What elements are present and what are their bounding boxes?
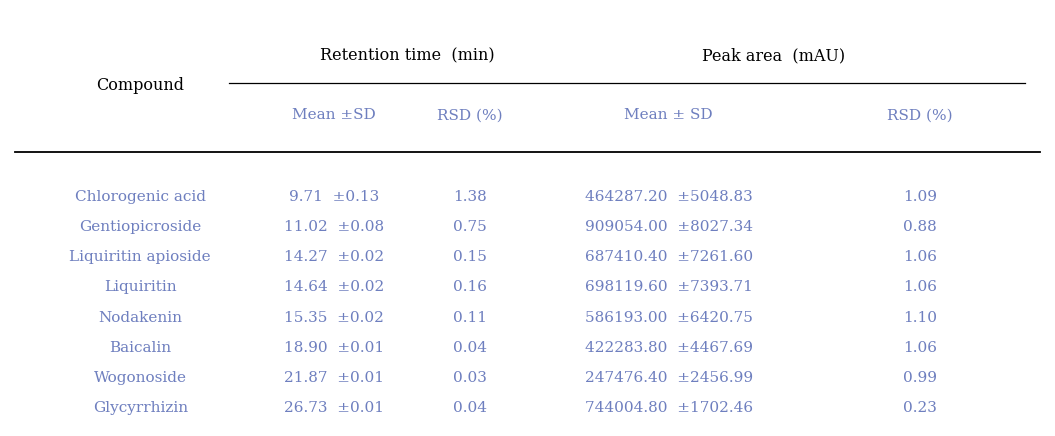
Text: 0.11: 0.11 <box>453 310 487 324</box>
Text: Gentiopicroside: Gentiopicroside <box>79 220 202 234</box>
Text: 909054.00  ±8027.34: 909054.00 ±8027.34 <box>584 220 753 234</box>
Text: 464287.20  ±5048.83: 464287.20 ±5048.83 <box>584 190 752 204</box>
Text: Retention time  (min): Retention time (min) <box>320 47 495 64</box>
Text: RSD (%): RSD (%) <box>887 109 953 123</box>
Text: 1.06: 1.06 <box>903 341 937 355</box>
Text: 0.75: 0.75 <box>453 220 486 234</box>
Text: Peak area  (mAU): Peak area (mAU) <box>702 47 845 64</box>
Text: 26.73  ±0.01: 26.73 ±0.01 <box>284 401 384 415</box>
Text: 14.27  ±0.02: 14.27 ±0.02 <box>284 250 384 264</box>
Text: Baicalin: Baicalin <box>109 341 171 355</box>
Text: 586193.00  ±6420.75: 586193.00 ±6420.75 <box>584 310 752 324</box>
Text: 1.10: 1.10 <box>903 310 937 324</box>
Text: Liquiritin apioside: Liquiritin apioside <box>70 250 211 264</box>
Text: 0.03: 0.03 <box>453 371 486 385</box>
Text: Glycyrrhizin: Glycyrrhizin <box>93 401 188 415</box>
Text: Compound: Compound <box>96 77 185 94</box>
Text: Wogonoside: Wogonoside <box>94 371 187 385</box>
Text: 1.38: 1.38 <box>453 190 486 204</box>
Text: 15.35  ±0.02: 15.35 ±0.02 <box>284 310 384 324</box>
Text: 21.87  ±0.01: 21.87 ±0.01 <box>284 371 384 385</box>
Text: Liquiritin: Liquiritin <box>104 280 176 294</box>
Text: Nodakenin: Nodakenin <box>98 310 183 324</box>
Text: Mean ± SD: Mean ± SD <box>625 109 713 123</box>
Text: 0.16: 0.16 <box>453 280 487 294</box>
Text: 744004.80  ±1702.46: 744004.80 ±1702.46 <box>584 401 753 415</box>
Text: Mean ±SD: Mean ±SD <box>292 109 376 123</box>
Text: 0.15: 0.15 <box>453 250 486 264</box>
Text: 422283.80  ±4467.69: 422283.80 ±4467.69 <box>584 341 753 355</box>
Text: 0.04: 0.04 <box>453 401 487 415</box>
Text: 1.09: 1.09 <box>903 190 937 204</box>
Text: 0.04: 0.04 <box>453 341 487 355</box>
Text: 0.88: 0.88 <box>903 220 937 234</box>
Text: 14.64  ±0.02: 14.64 ±0.02 <box>284 280 384 294</box>
Text: 0.99: 0.99 <box>903 371 937 385</box>
Text: 9.71  ±0.13: 9.71 ±0.13 <box>289 190 379 204</box>
Text: 1.06: 1.06 <box>903 250 937 264</box>
Text: 11.02  ±0.08: 11.02 ±0.08 <box>284 220 384 234</box>
Text: 18.90  ±0.01: 18.90 ±0.01 <box>284 341 384 355</box>
Text: 1.06: 1.06 <box>903 280 937 294</box>
Text: 247476.40  ±2456.99: 247476.40 ±2456.99 <box>584 371 753 385</box>
Text: RSD (%): RSD (%) <box>437 109 503 123</box>
Text: 698119.60  ±7393.71: 698119.60 ±7393.71 <box>584 280 752 294</box>
Text: 0.23: 0.23 <box>903 401 937 415</box>
Text: 687410.40  ±7261.60: 687410.40 ±7261.60 <box>584 250 753 264</box>
Text: Chlorogenic acid: Chlorogenic acid <box>75 190 206 204</box>
